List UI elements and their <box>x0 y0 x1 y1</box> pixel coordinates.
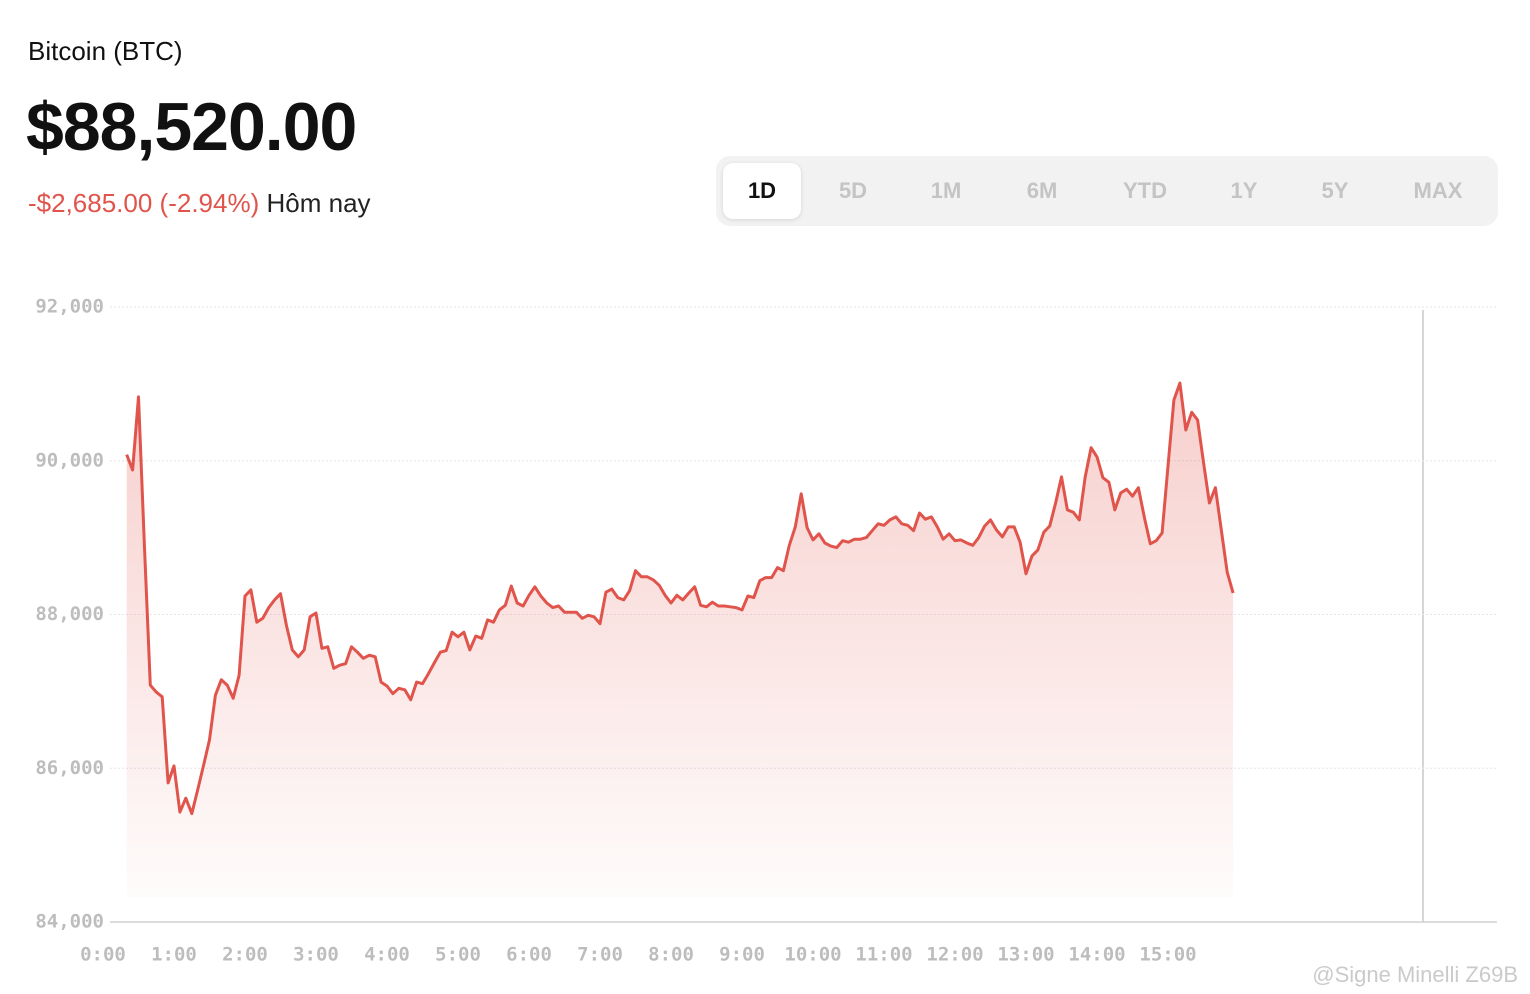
range-button[interactable]: 1D <box>723 163 801 219</box>
asset-title: Bitcoin (BTC) <box>28 36 183 66</box>
x-tick-label: 9:00 <box>719 944 765 966</box>
y-tick-label: 90,000 <box>35 449 104 471</box>
y-tick-label: 88,000 <box>35 603 104 625</box>
x-tick-label: 2:00 <box>222 944 268 966</box>
period-label: Hôm nay <box>266 188 371 218</box>
x-tick-label: 10:00 <box>784 944 841 966</box>
range-button[interactable]: 1Y <box>1230 178 1258 203</box>
x-tick-label: 12:00 <box>926 944 983 966</box>
range-button[interactable]: YTD <box>1123 178 1167 203</box>
range-selector: 1D 5D 1M 6M YTD 1Y 5Y MAX <box>716 156 1498 226</box>
x-tick-label: 8:00 <box>648 944 694 966</box>
price-line <box>125 381 1235 816</box>
y-tick-label: 84,000 <box>35 911 104 933</box>
range-button[interactable]: 5D <box>838 178 868 203</box>
x-tick-label: 0:00 <box>80 944 126 966</box>
x-tick-label: 7:00 <box>577 944 623 966</box>
price-change: -$2,685.00 (-2.94%) <box>28 188 260 218</box>
y-tick-label: 86,000 <box>35 757 104 779</box>
area-fill <box>126 383 1234 898</box>
x-tick-label: 13:00 <box>997 944 1054 966</box>
range-button[interactable]: MAX <box>1413 178 1463 203</box>
range-button[interactable]: 5Y <box>1321 178 1349 203</box>
price: $88,520.00 <box>26 89 357 165</box>
watermark: @Signe Minelli Z69B <box>1312 962 1518 987</box>
x-tick-label: 1:00 <box>151 944 197 966</box>
x-tick-label: 15:00 <box>1139 944 1196 966</box>
x-tick-label: 4:00 <box>364 944 410 966</box>
y-tick-label: 92,000 <box>35 296 104 318</box>
x-tick-label: 6:00 <box>506 944 552 966</box>
range-button[interactable]: 6M <box>1026 178 1058 203</box>
x-tick-label: 3:00 <box>293 944 339 966</box>
x-tick-label: 14:00 <box>1068 944 1125 966</box>
range-button[interactable]: 1M <box>930 178 962 203</box>
x-tick-label: 11:00 <box>855 944 912 966</box>
x-tick-label: 5:00 <box>435 944 481 966</box>
change-line: -$2,685.00 (-2.94%) Hôm nay <box>28 188 371 219</box>
